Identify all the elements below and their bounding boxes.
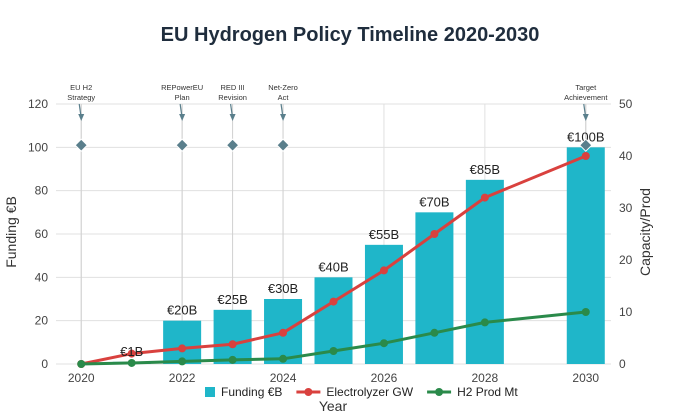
series-point	[379, 266, 388, 275]
y-left-tick-label: 0	[41, 357, 48, 371]
series-point	[329, 297, 338, 306]
annotation-arrowhead	[280, 114, 287, 121]
y-left-tick-label: 100	[28, 140, 48, 154]
milestone-marker	[175, 138, 189, 152]
y-axis-right-label: Capacity/Prod	[637, 188, 653, 276]
series-point	[581, 152, 590, 160]
x-tick-label: 2022	[169, 371, 196, 385]
annotation-text: REPowerEU	[161, 83, 203, 92]
annotation-text: EU H2	[70, 83, 92, 92]
legend-label: Funding €B	[221, 385, 282, 399]
bar-value-label: €70B	[419, 194, 449, 209]
y-right-tick-label: 20	[619, 253, 633, 267]
markers-layer	[74, 138, 593, 152]
y-right-tick-label: 40	[619, 149, 633, 163]
series-point	[127, 349, 136, 358]
series-point	[430, 328, 439, 337]
series-point	[228, 340, 237, 349]
annotation-text: Net-Zero	[268, 83, 298, 92]
y-right-tick-label: 10	[619, 305, 633, 319]
bar-value-label: €20B	[167, 303, 197, 318]
annotation-text: Strategy	[67, 93, 95, 102]
y-axis-left-label: Funding €B	[3, 196, 19, 268]
milestone-marker	[579, 138, 593, 152]
y-right-tick-label: 50	[619, 97, 633, 111]
x-tick-label: 2020	[68, 371, 95, 385]
annotation-text: Plan	[175, 93, 190, 102]
milestone-marker	[276, 138, 290, 152]
bar-value-label: €85B	[470, 162, 500, 177]
annotation-arrowhead	[179, 114, 186, 121]
annotation-text: Act	[278, 93, 290, 102]
legend: Funding €B Electrolyzer GW H2 Prod Mt	[205, 385, 518, 399]
bar-value-label: €40B	[318, 259, 348, 274]
annotation-arrowhead	[582, 114, 589, 121]
annotation-text: Target	[575, 83, 597, 92]
series-line	[81, 310, 586, 366]
legend-label: H2 Prod Mt	[457, 385, 518, 399]
legend-swatch-marker	[304, 388, 313, 396]
y-right-tick-label: 0	[619, 357, 626, 371]
bar-funding	[163, 320, 202, 364]
annotation-arrowhead	[78, 114, 85, 121]
series-point	[77, 360, 86, 368]
x-tick-label: 2028	[472, 371, 499, 385]
x-axis-label: Year	[319, 398, 348, 414]
series-point	[228, 355, 237, 364]
bar-value-label: €30B	[268, 281, 298, 296]
series-point	[379, 339, 388, 348]
lines-layer	[77, 152, 590, 368]
legend-label: Electrolyzer GW	[326, 385, 413, 399]
x-tick-label: 2030	[572, 371, 599, 385]
x-tick-label: 2024	[270, 371, 297, 385]
x-tick-label: 2026	[371, 371, 398, 385]
bar-funding	[566, 147, 605, 364]
annotation-text: Revision	[218, 93, 247, 102]
series-point	[279, 328, 288, 337]
y-left-tick-label: 120	[28, 97, 48, 111]
milestone-marker	[74, 138, 88, 152]
bar-value-label: €55B	[369, 227, 399, 242]
bar-funding	[213, 309, 252, 364]
series-point	[430, 230, 439, 238]
series-point	[279, 354, 288, 363]
bar-value-label: €100B	[567, 129, 605, 144]
y-left-tick-label: 60	[35, 227, 49, 241]
series-point	[480, 318, 489, 327]
y-left-tick-label: 40	[35, 270, 49, 284]
legend-swatch	[205, 387, 215, 397]
chart-title: EU Hydrogen Policy Timeline 2020-2030	[161, 24, 540, 46]
annotation-text: RED III	[221, 83, 245, 92]
series-point	[127, 358, 136, 367]
series-point	[581, 308, 590, 316]
y-left-tick-label: 20	[35, 314, 49, 328]
bar-value-label: €25B	[217, 292, 247, 307]
bar-funding	[465, 179, 504, 364]
annotation-text: Achievement	[564, 93, 608, 102]
y-right-tick-label: 30	[619, 201, 633, 215]
series-point	[329, 347, 338, 355]
bar-labels-layer: €1B €20B €25B €30B €40B €55B €70B €85B €100B	[120, 129, 604, 359]
bar-value-label: €1B	[120, 344, 143, 359]
milestone-marker	[225, 138, 240, 152]
series-line	[80, 154, 587, 366]
series-point	[480, 193, 489, 202]
series-point	[178, 344, 187, 353]
legend-swatch-marker	[435, 388, 444, 396]
y-left-tick-label: 80	[35, 184, 49, 198]
annotation-arrowhead	[229, 114, 236, 121]
series-point	[178, 357, 187, 366]
